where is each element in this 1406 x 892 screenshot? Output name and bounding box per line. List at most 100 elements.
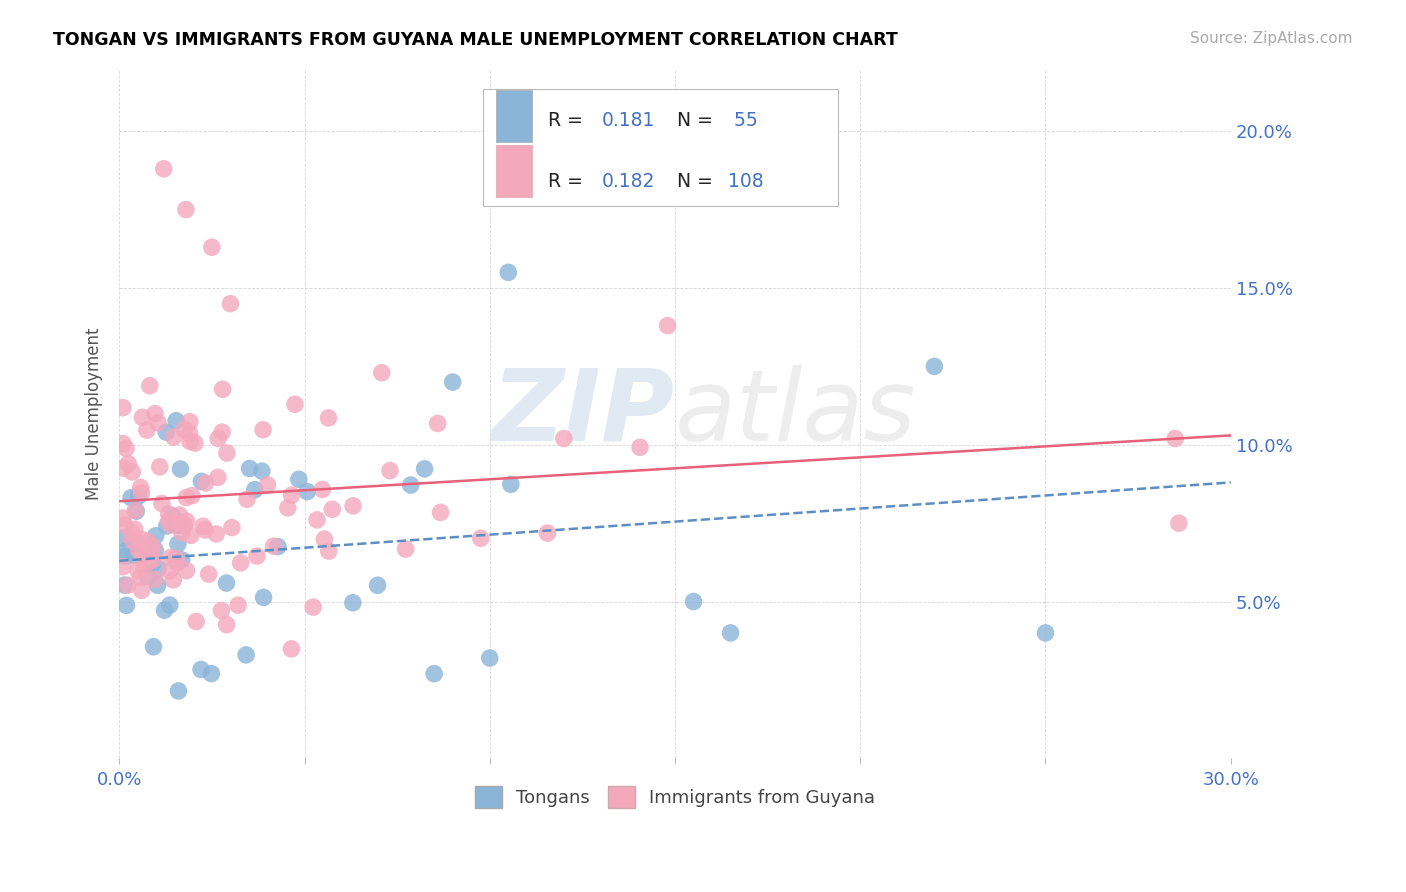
Point — [314, 532, 336, 546]
Point — [181, 489, 204, 503]
Point — [720, 626, 742, 640]
Point — [159, 598, 181, 612]
Point — [131, 410, 153, 425]
Point — [145, 529, 167, 543]
Point — [378, 464, 401, 478]
Point — [235, 648, 257, 662]
Point — [167, 537, 190, 551]
Text: 108: 108 — [728, 172, 763, 192]
Point — [470, 531, 492, 545]
Point — [263, 539, 285, 553]
Point — [162, 573, 184, 587]
Text: TONGAN VS IMMIGRANTS FROM GUYANA MALE UNEMPLOYMENT CORRELATION CHART: TONGAN VS IMMIGRANTS FROM GUYANA MALE UN… — [53, 31, 898, 49]
Point — [536, 526, 558, 541]
Point — [229, 556, 252, 570]
Point — [134, 561, 156, 575]
Point — [117, 457, 139, 471]
Point — [200, 666, 222, 681]
Point — [413, 462, 436, 476]
Text: ZIP: ZIP — [492, 365, 675, 462]
Point — [553, 432, 575, 446]
Point — [246, 549, 269, 563]
Point — [142, 640, 165, 654]
Point — [1164, 432, 1187, 446]
FancyBboxPatch shape — [482, 89, 838, 206]
Point — [165, 551, 187, 566]
Point — [190, 475, 212, 489]
Point — [1035, 626, 1057, 640]
Point — [156, 519, 179, 533]
Point — [114, 578, 136, 592]
Point — [498, 265, 520, 279]
Point — [150, 496, 173, 510]
Point — [426, 417, 449, 431]
Point — [111, 401, 134, 415]
Point — [280, 641, 302, 656]
Point — [160, 518, 183, 533]
Point — [205, 527, 228, 541]
Point — [115, 599, 138, 613]
Point — [478, 651, 501, 665]
Point — [142, 540, 165, 554]
Point — [173, 422, 195, 436]
Point — [176, 564, 198, 578]
Text: Source: ZipAtlas.com: Source: ZipAtlas.com — [1189, 31, 1353, 46]
Point — [318, 411, 340, 425]
Point — [155, 425, 177, 439]
Point — [146, 578, 169, 592]
Point — [169, 508, 191, 522]
Point — [139, 542, 162, 557]
Point — [129, 480, 152, 494]
Point — [129, 571, 152, 585]
Point — [163, 430, 186, 444]
Point — [250, 464, 273, 478]
Point — [162, 508, 184, 523]
Point — [305, 513, 328, 527]
Point — [191, 519, 214, 533]
Point — [173, 518, 195, 533]
Point — [371, 366, 394, 380]
Text: N =: N = — [665, 112, 718, 130]
Text: atlas: atlas — [675, 365, 917, 462]
Point — [499, 477, 522, 491]
Point — [128, 537, 150, 551]
Point — [252, 423, 274, 437]
Point — [141, 542, 163, 557]
Point — [124, 503, 146, 517]
Point — [207, 470, 229, 484]
Text: 55: 55 — [728, 112, 758, 130]
Point — [115, 543, 138, 558]
Point — [111, 436, 134, 450]
Point — [115, 442, 138, 456]
Point — [111, 511, 134, 525]
Legend: Tongans, Immigrants from Guyana: Tongans, Immigrants from Guyana — [467, 779, 883, 815]
Point — [201, 240, 224, 254]
Point — [127, 489, 149, 503]
Point — [111, 559, 134, 574]
Point — [238, 461, 260, 475]
Point — [131, 583, 153, 598]
Point — [179, 415, 201, 429]
Point — [321, 502, 343, 516]
Point — [143, 573, 166, 587]
Point — [194, 523, 217, 537]
Point — [167, 684, 190, 698]
Point — [131, 533, 153, 547]
Point — [142, 552, 165, 566]
Point — [112, 531, 135, 545]
Point — [657, 318, 679, 333]
Point — [135, 423, 157, 437]
Point — [284, 397, 307, 411]
Point — [139, 378, 162, 392]
Point — [159, 550, 181, 565]
Point — [429, 505, 451, 519]
Point — [219, 296, 242, 310]
Point — [197, 567, 219, 582]
Point — [226, 599, 249, 613]
Point — [342, 596, 364, 610]
Point — [169, 462, 191, 476]
Point — [367, 578, 389, 592]
Point — [149, 459, 172, 474]
Point — [176, 514, 198, 528]
Point — [131, 486, 153, 500]
